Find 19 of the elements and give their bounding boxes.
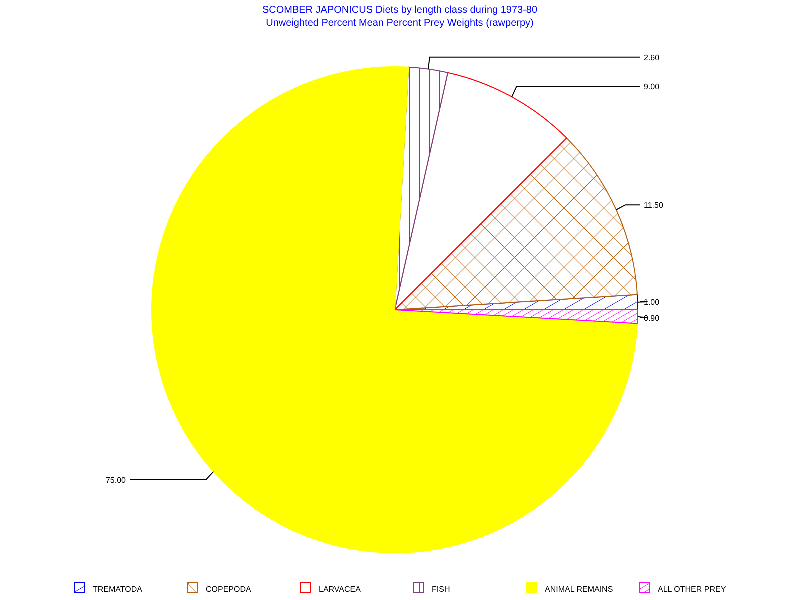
pie-slice [152,66,638,554]
legend-label: LARVACEA [319,585,362,594]
pie-slice [394,66,449,310]
pie-slice [394,72,568,310]
data-label: 1.00 [644,298,660,307]
data-label: 9.00 [644,82,660,92]
data-label: 0.90 [644,314,660,323]
data-label: 75.00 [106,476,127,485]
data-label: 2.60 [644,53,660,62]
chart-title: SCOMBER JAPONICUS Diets by length class during 1973-80 [262,5,538,16]
legend-label: ALL OTHER PREY [658,585,727,594]
legend-label: TREMATODA [93,585,144,594]
legend-label: COPEPODA [206,585,252,594]
data-label: 11.50 [644,201,664,210]
legend-label: FISH [432,585,450,594]
chart-subtitle: Unweighted Percent Mean Percent Prey Weights (rawperpy) [266,18,534,29]
pie-slice [394,310,638,324]
pie-slice [394,138,638,310]
legend-label: ANIMAL REMAINS [545,585,614,594]
